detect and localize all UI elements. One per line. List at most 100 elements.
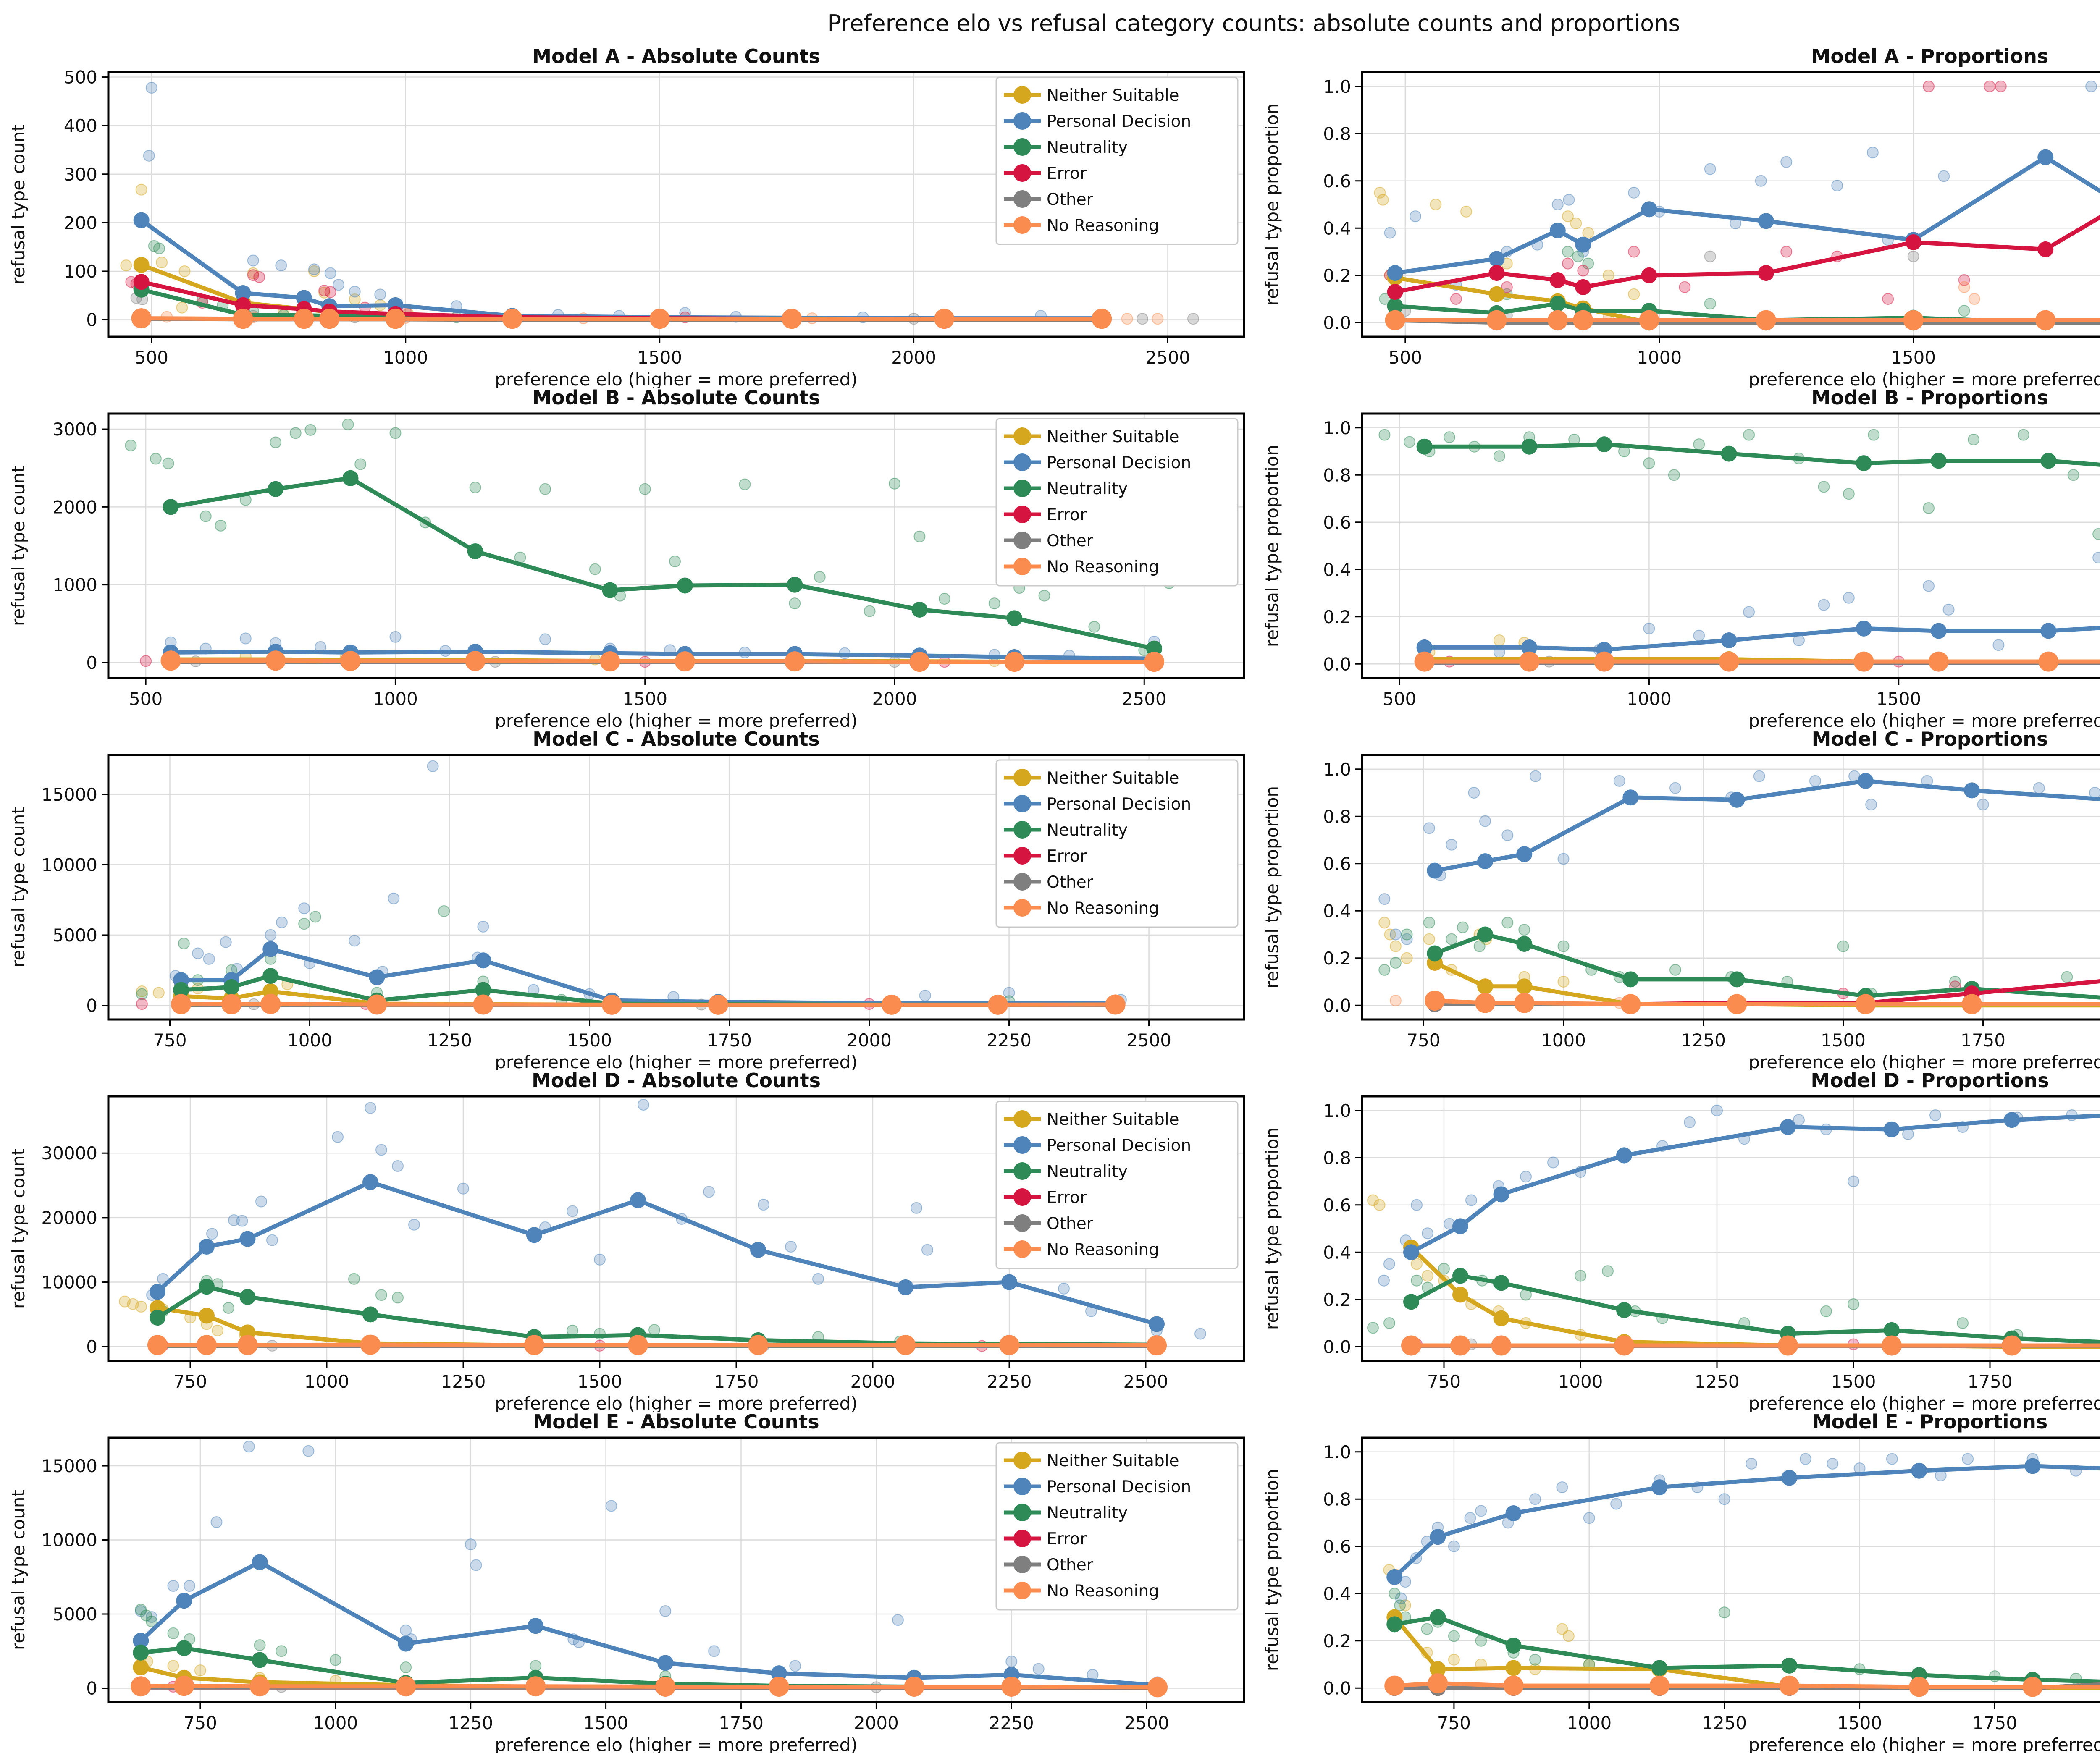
trend-marker-neutrality [1622,971,1639,988]
x-tick-label: 2250 [987,1030,1032,1051]
trend-marker-noreason [171,994,192,1014]
y-tick-label: 0.4 [1323,901,1351,921]
scatter-point-personal [1058,1282,1070,1295]
legend-label-other: Other [1047,1214,1094,1233]
trend-marker-noreason [385,309,406,329]
legend-label-neutrality: Neutrality [1047,821,1128,840]
trend-line-personal [168,650,1157,661]
x-tick-label: 1000 [313,1713,358,1733]
trend-marker-neutrality [1856,455,1872,472]
x-tick-label: 1000 [287,1030,332,1051]
trend-marker-neutrality [239,1289,256,1305]
trend-marker-noreason [1105,994,1126,1015]
y-axis-label: refusal type proportion [1262,786,1282,988]
scatter-point-personal [1718,1493,1730,1505]
scatter-point-personal [1711,1104,1723,1116]
scatter-point-personal [1886,1453,1898,1465]
scatter-point-neither [1562,1630,1575,1642]
trend-line-personal [1409,1114,2100,1255]
trend-marker-neutrality [1596,436,1612,453]
trend-marker-personal [1930,623,1947,639]
trend-marker-personal [1549,222,1566,238]
trend-marker-noreason [782,309,802,329]
scatter-point-personal [1746,1457,1758,1470]
trend-marker-noreason [1853,651,1874,672]
scatter-point-neither [1422,1270,1433,1282]
trend-marker-neither [1493,1310,1509,1326]
scatter-point-neutrality [1038,590,1050,602]
scatter-point-personal [145,81,158,94]
scatter-point-neutrality [1837,940,1849,952]
y-axis: 0 1000 2000 3000 refusal type count [8,419,108,673]
scatter-point-personal [365,1102,376,1114]
scatter-point-neither [178,265,191,277]
x-tick-label: 2500 [1124,1713,1169,1733]
scatter-point-neutrality [125,439,137,451]
trend-marker-noreason [131,1676,151,1697]
trend-marker-noreason [1092,309,1112,329]
scatter-point-personal [247,254,259,267]
x-axis-label: preference elo (higher = more preferred) [495,1393,857,1412]
scatter-point-other [1907,250,1919,262]
model-b-absolute-counts-chart: 500 1000 1500 2000 2500 preference elo (highe… [8,386,1245,731]
panel-title: Model D - Absolute Counts [532,1070,821,1092]
scatter-point-error [1922,80,1935,92]
y-tick-label: 0.6 [1323,171,1351,191]
scatter-point-neither [1411,1258,1423,1270]
panel-model-e-absolute-counts: 750 1000 1250 1500 1750 2000 2250 2500 preferenc… [0,1410,1254,1755]
trend-marker-neutrality [1403,1294,1419,1310]
y-tick-label: 0 [86,1678,97,1698]
scatter-point-neutrality [1518,924,1530,936]
scatter-point-neutrality [739,478,751,490]
trend-marker-personal [176,1593,192,1609]
trend-marker-personal [252,1554,268,1570]
trend-marker-personal [1516,846,1533,862]
trend-marker-noreason [1004,652,1025,672]
scatter-point-personal [812,1273,824,1285]
trend-marker-noreason [160,650,181,671]
scatter-point-neutrality [1718,1606,1730,1619]
trend-marker-personal [1575,236,1591,253]
trend-marker-personal [1780,1119,1796,1135]
legend-marker-neither [1013,427,1031,445]
trend-marker-noreason [1719,651,1739,672]
scatter-point-noreason [1152,313,1164,325]
scatter-point-neutrality [254,1639,266,1651]
legend-label-noreason: No Reasoning [1047,899,1159,918]
scatter-point-personal [1610,1498,1622,1510]
scatter-point-neutrality [1704,298,1716,310]
x-axis: 750 1000 1250 1500 1750 2000 2250 2500 preferenc… [153,1019,1171,1072]
trend-marker-neither [1477,978,1494,995]
legend-label-noreason: No Reasoning [1047,558,1159,577]
y-axis: 0.0 0.2 0.4 0.6 0.8 1.0 refusal type proportio… [1262,76,1362,333]
trend-marker-noreason [1882,1335,1902,1356]
trend-marker-noreason [525,1676,546,1697]
trend-marker-noreason [934,309,955,329]
y-tick-label: 0.6 [1323,512,1351,533]
scatter-point-personal [1520,1171,1532,1183]
scatter-point-neutrality [988,597,1000,610]
y-tick-label: 100 [64,261,97,282]
trend-lines [131,1554,1168,1698]
trend-marker-personal [262,941,279,957]
grid-lines [1362,72,2100,337]
scatter-point-personal [1475,1505,1487,1517]
scatter-point-neutrality [1444,431,1455,443]
legend-marker-other [1013,873,1031,891]
scatter-point-neutrality [1923,502,1935,514]
scatter-point-error [1995,80,2007,92]
scatter-point-personal [349,286,361,298]
scatter-point-neutrality [1820,1305,1832,1317]
scatter-point-personal [1848,1175,1859,1187]
trend-line-noreason [1392,1681,2100,1689]
scatter-point-neutrality [215,519,227,532]
y-tick-label: 400 [64,115,97,136]
trend-marker-personal [898,1279,914,1295]
scatter-point-neutrality [1378,964,1391,976]
scatter-point-neutrality [1743,429,1755,441]
y-axis: 0 10000 20000 30000 refusal type count [8,1143,108,1357]
trend-marker-neutrality [133,1644,149,1661]
